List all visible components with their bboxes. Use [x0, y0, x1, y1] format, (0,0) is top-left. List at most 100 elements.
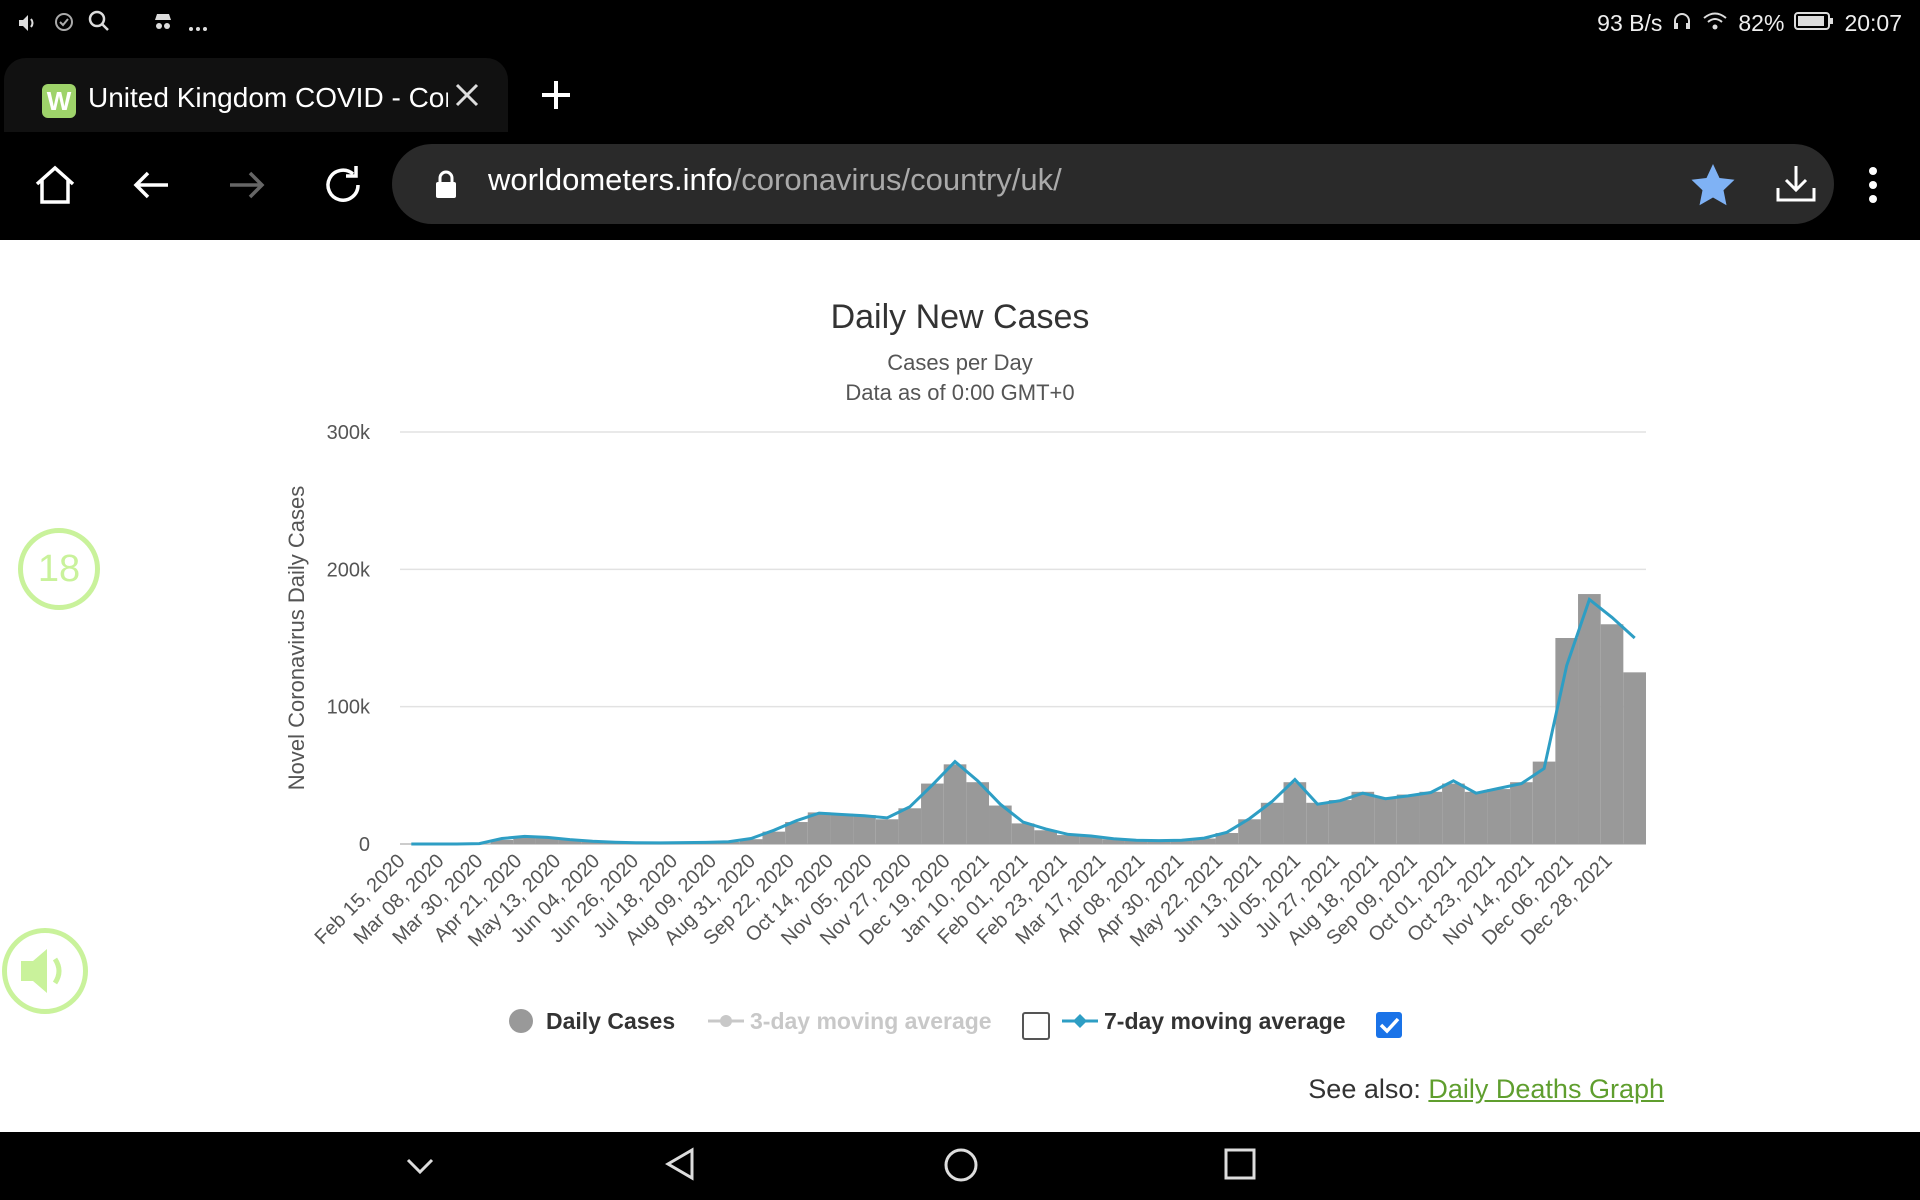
daily-cases-bar[interactable] — [490, 839, 514, 844]
plus-icon — [542, 81, 570, 109]
daily-cases-bar[interactable] — [513, 837, 536, 844]
back-button[interactable] — [128, 162, 178, 212]
y-tick-label: 0 — [359, 834, 370, 856]
daily-cases-bar[interactable] — [1623, 672, 1646, 844]
legend-label-7day: 7-day moving average — [1104, 1008, 1346, 1034]
floating-audio-button[interactable] — [2, 928, 88, 1014]
daily-cases-bar[interactable] — [853, 815, 876, 844]
home-button[interactable] — [32, 162, 82, 212]
wifi-icon — [1702, 10, 1728, 37]
reload-icon — [326, 166, 360, 202]
daily-cases-bar[interactable] — [1419, 791, 1443, 844]
check-icon — [1379, 1017, 1400, 1034]
daily-cases-bar[interactable] — [762, 831, 786, 844]
daily-cases-bar[interactable] — [1464, 791, 1488, 844]
daily-cases-bar[interactable] — [535, 837, 559, 844]
daily-cases-bar[interactable] — [943, 764, 967, 844]
chart-subtitle-date: Data as of 0:00 GMT+0 — [845, 380, 1075, 405]
daily-cases-bar[interactable] — [830, 813, 854, 844]
daily-cases-bar[interactable] — [1306, 802, 1329, 844]
daily-cases-bar[interactable] — [1351, 791, 1375, 844]
square-recents-icon — [1224, 1148, 1256, 1180]
daily-cases-bar[interactable] — [1079, 836, 1103, 844]
forward-icon — [230, 171, 265, 199]
floating-counter-bubble[interactable]: 18 — [18, 528, 100, 610]
new-tab-button[interactable] — [540, 68, 572, 122]
daily-cases-bar[interactable] — [1170, 840, 1193, 844]
daily-cases-bar[interactable] — [1147, 840, 1171, 844]
daily-cases-bar[interactable] — [558, 839, 582, 844]
url-text[interactable]: worldometers.info/coronavirus/country/uk… — [488, 162, 1062, 198]
daily-cases-bar[interactable] — [875, 819, 899, 844]
see-also-label: See also: — [1308, 1074, 1421, 1104]
daily-cases-bar[interactable] — [1056, 835, 1080, 844]
daily-cases-bar[interactable] — [1442, 783, 1465, 844]
daily-cases-bar[interactable] — [966, 782, 990, 844]
speaker-icon — [21, 949, 62, 993]
daily-cases-bar[interactable] — [1578, 594, 1601, 844]
volume-icon — [18, 11, 40, 38]
chart-legend: Daily Cases 3-day moving average 7-day m… — [0, 1006, 1920, 1046]
hide-nav-button[interactable] — [404, 1150, 436, 1187]
home-icon — [35, 165, 75, 204]
daily-cases-bar[interactable] — [1487, 789, 1511, 844]
daily-cases-bar[interactable] — [1215, 833, 1239, 844]
see-also: See also: Daily Deaths Graph — [1308, 1074, 1664, 1105]
daily-deaths-graph-link[interactable]: Daily Deaths Graph — [1428, 1074, 1664, 1104]
daily-cases-bar[interactable] — [1124, 840, 1148, 844]
tab-title: United Kingdom COVID - Coronavirus — [88, 82, 448, 113]
y-axis-label: Novel Coronavirus Daily Cases — [284, 486, 309, 790]
headphones-icon — [1672, 10, 1692, 37]
daily-cases-bar[interactable] — [921, 783, 944, 844]
daily-cases-bar[interactable] — [1396, 794, 1420, 844]
incognito-icon — [152, 11, 174, 38]
reload-button[interactable] — [320, 162, 370, 212]
daily-cases-bar[interactable] — [1532, 761, 1556, 844]
lock-icon — [434, 170, 458, 205]
daily-cases-bar[interactable] — [1328, 800, 1352, 844]
y-tick-label: 300k — [327, 422, 371, 444]
system-nav-bar — [0, 1132, 1920, 1200]
daily-cases-bar[interactable] — [1102, 839, 1125, 844]
status-bar: 93 B/s 82% 20:07 — [0, 0, 1920, 48]
network-speed: 93 B/s — [1597, 10, 1663, 36]
address-bar[interactable]: worldometers.info/coronavirus/country/uk… — [392, 144, 1834, 224]
download-icon[interactable] — [1774, 162, 1818, 211]
daily-cases-bar[interactable] — [1510, 782, 1533, 844]
daily-cases-bar[interactable] — [1238, 819, 1261, 844]
daily-cases-bar[interactable] — [1260, 802, 1284, 844]
recents-nav-button[interactable] — [1222, 1146, 1258, 1187]
daily-cases-bar[interactable] — [785, 822, 808, 844]
back-nav-button[interactable] — [662, 1146, 698, 1187]
close-tab-button[interactable] — [454, 78, 480, 117]
star-icon[interactable] — [1690, 162, 1736, 211]
search-icon — [88, 10, 110, 38]
legend-line-icon — [1062, 1014, 1098, 1028]
tab-active[interactable]: W United Kingdom COVID - Coronavirus — [4, 58, 508, 132]
daily-cases-bar[interactable] — [1283, 782, 1307, 844]
url-path: /coronavirus/country/uk/ — [732, 162, 1062, 197]
daily-cases-bar[interactable] — [1374, 797, 1397, 844]
legend-label-daily-cases: Daily Cases — [546, 1008, 676, 1034]
daily-cases-bar[interactable] — [898, 808, 922, 844]
seven-day-average-line[interactable] — [411, 597, 1636, 846]
daily-cases-bar[interactable] — [807, 812, 831, 844]
daily-cases-bar[interactable] — [1600, 624, 1624, 844]
daily-cases-bar[interactable] — [989, 805, 1012, 844]
daily-cases-bar[interactable] — [1192, 838, 1216, 844]
triangle-back-icon — [665, 1147, 694, 1181]
daily-cases-bar[interactable] — [1034, 830, 1057, 844]
checkbox-3day[interactable] — [1022, 1012, 1050, 1040]
daily-cases-bar[interactable] — [739, 839, 763, 844]
daily-cases-bar[interactable] — [1011, 823, 1035, 844]
forward-button[interactable] — [224, 162, 274, 212]
menu-button[interactable] — [1850, 162, 1900, 212]
legend-label-3day: 3-day moving average — [750, 1008, 992, 1034]
battery-percent: 82% — [1738, 10, 1785, 36]
home-nav-button[interactable] — [942, 1146, 980, 1189]
battery-icon — [1794, 10, 1834, 37]
y-tick-label: 100k — [327, 697, 371, 719]
chevron-down-icon — [406, 1158, 434, 1175]
checkbox-7day[interactable] — [1376, 1012, 1402, 1038]
